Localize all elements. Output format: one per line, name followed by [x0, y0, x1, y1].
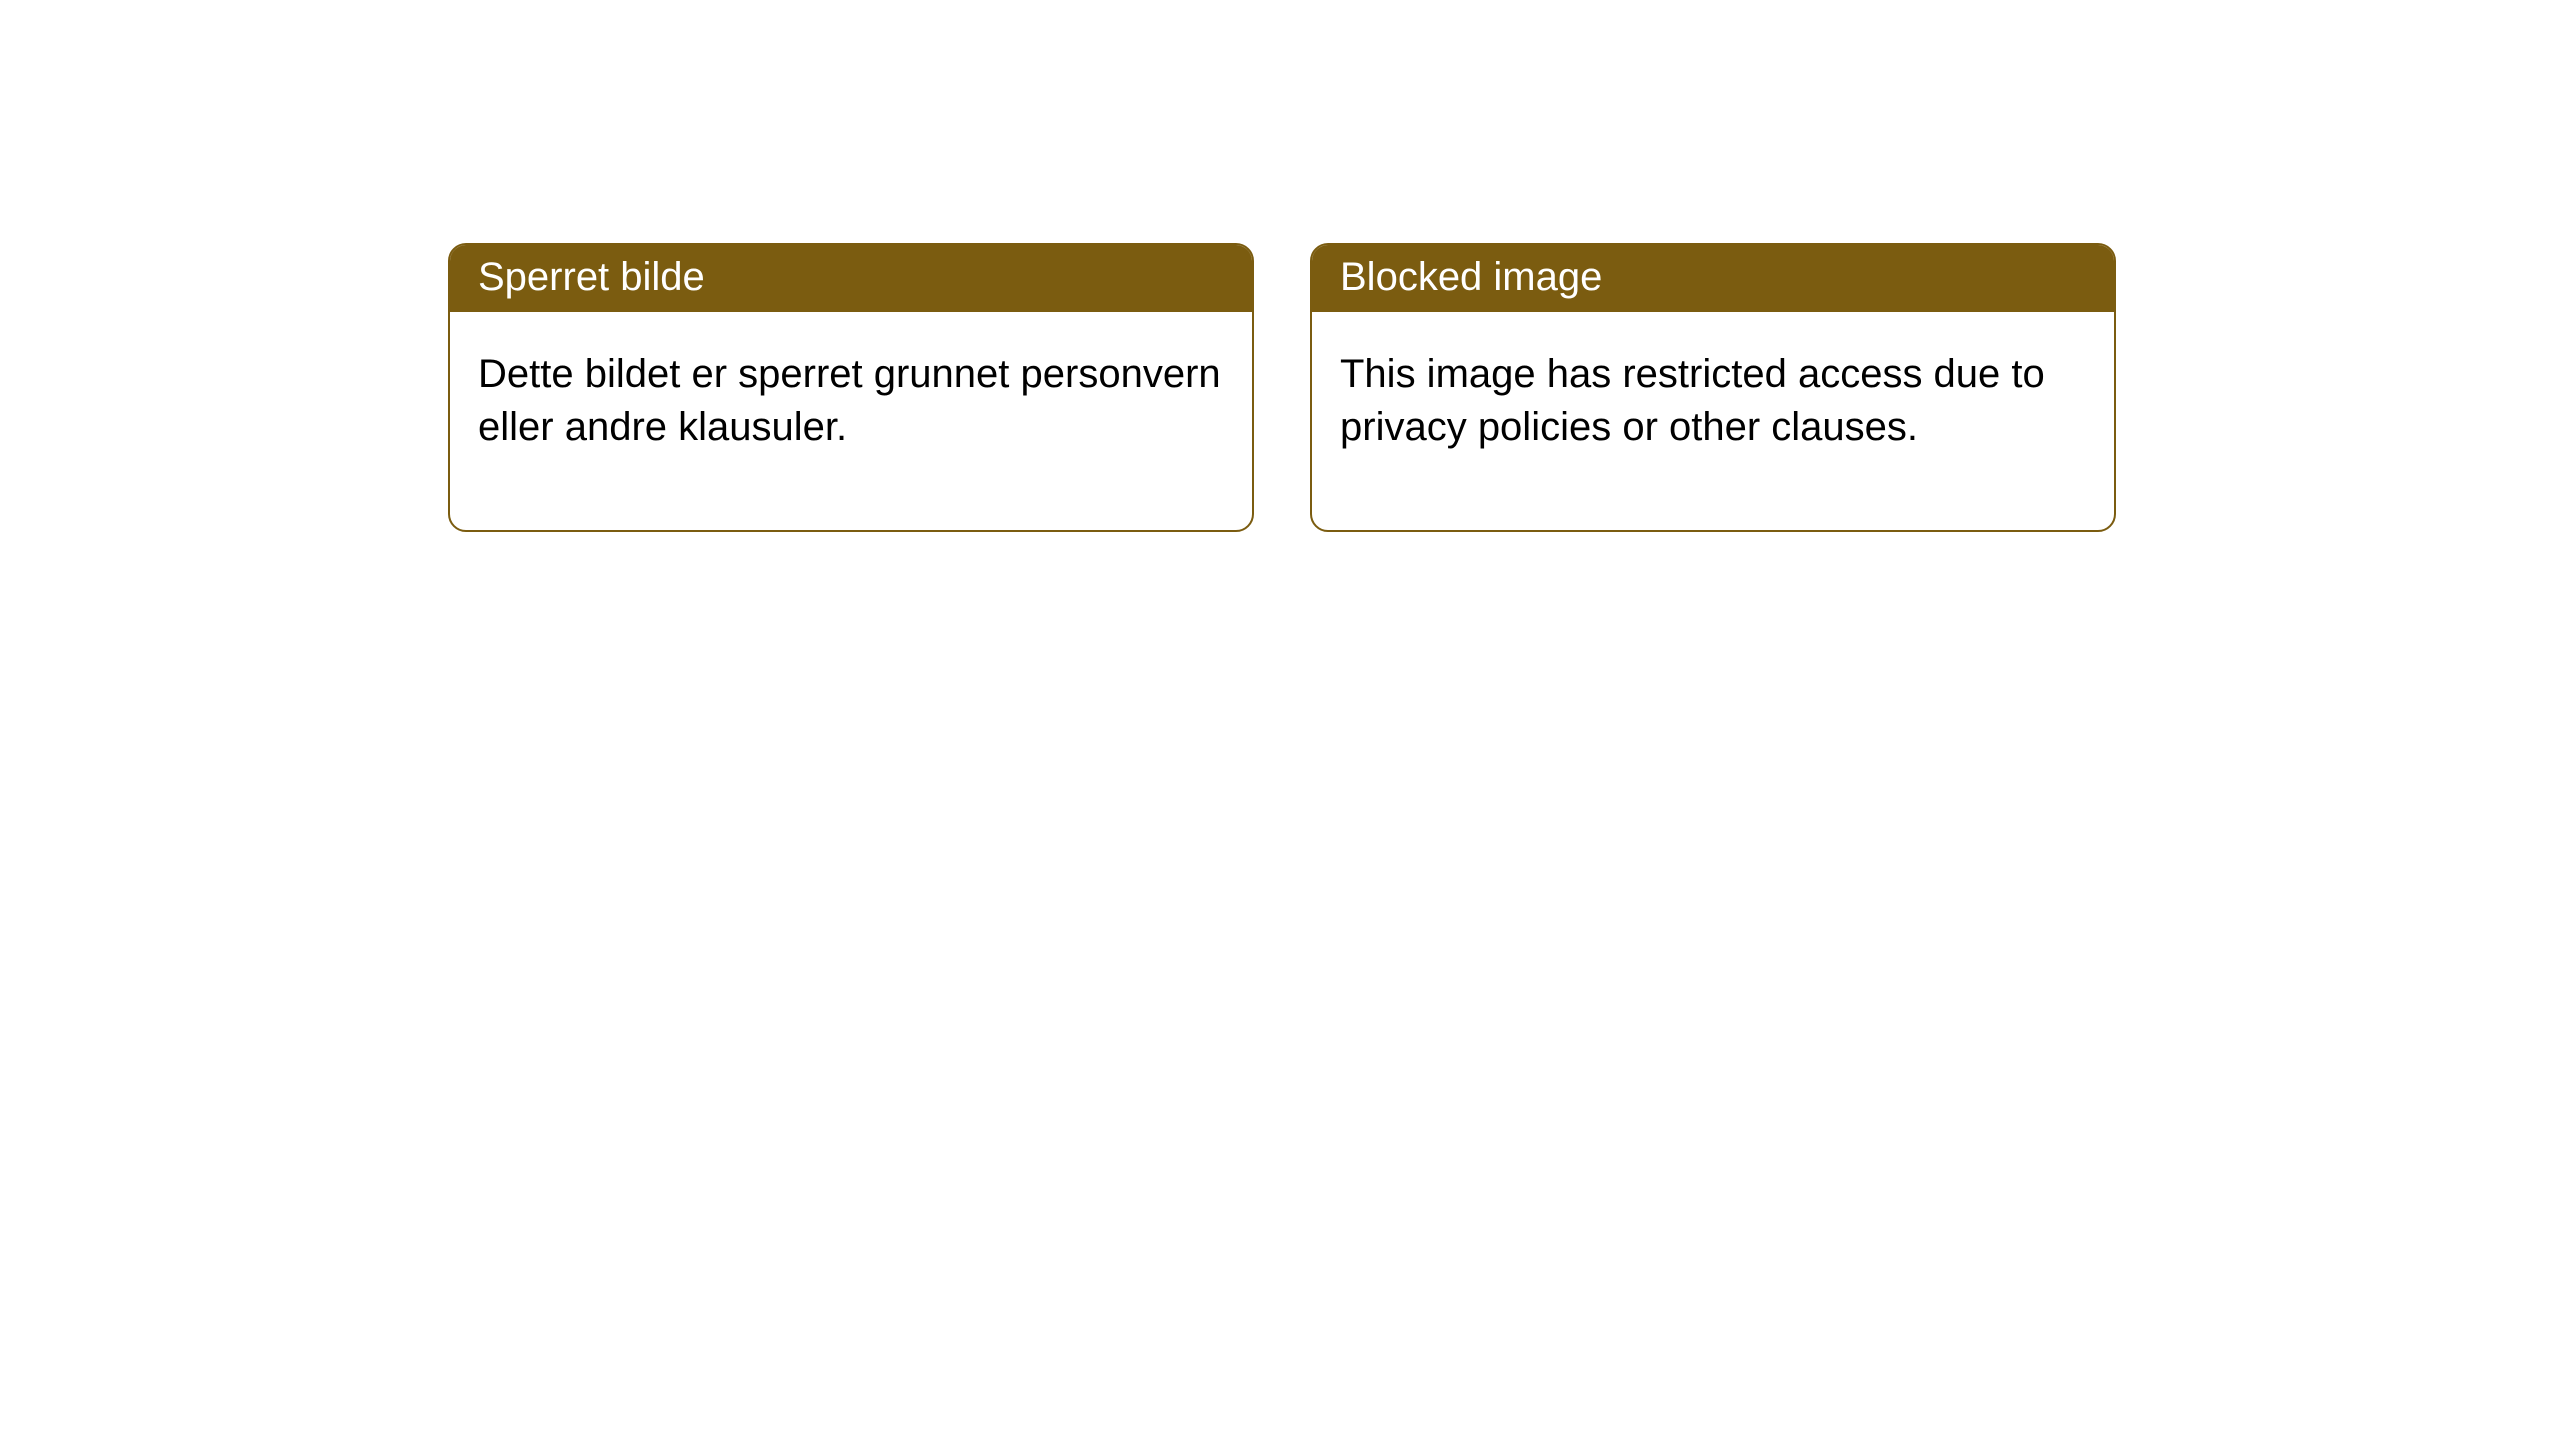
notice-card-en: Blocked image This image has restricted …: [1310, 243, 2116, 532]
notice-container: Sperret bilde Dette bildet er sperret gr…: [0, 0, 2560, 532]
notice-card-no: Sperret bilde Dette bildet er sperret gr…: [448, 243, 1254, 532]
notice-card-title: Blocked image: [1312, 245, 2114, 312]
notice-card-title: Sperret bilde: [450, 245, 1252, 312]
notice-card-body: Dette bildet er sperret grunnet personve…: [450, 312, 1252, 530]
notice-card-body: This image has restricted access due to …: [1312, 312, 2114, 530]
